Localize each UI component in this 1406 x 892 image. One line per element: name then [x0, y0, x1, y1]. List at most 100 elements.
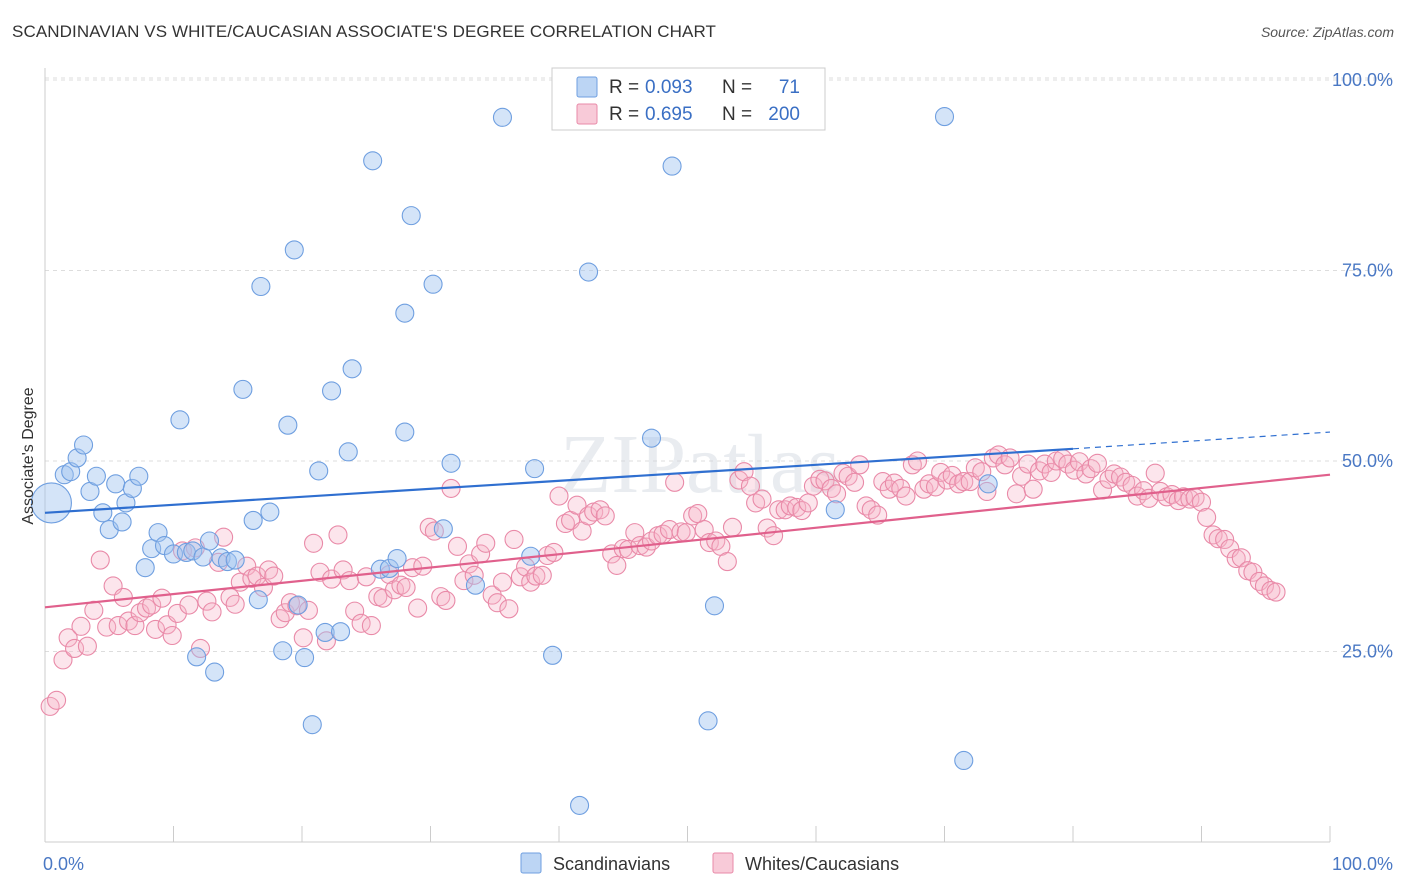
- scandinavian-point-49: [387, 548, 407, 569]
- white-point-74: [464, 565, 484, 585]
- scandinavian-point-6: [86, 466, 106, 486]
- bottom-legend: Scandinavians Whites/Caucasians: [520, 852, 899, 874]
- scandinavian-point-4: [74, 435, 94, 455]
- white-point-152: [914, 479, 934, 499]
- scandinavian-point-23: [193, 547, 213, 567]
- white-point-16: [136, 598, 157, 618]
- scandinavian-point-54: [433, 519, 453, 539]
- scandinavian-point-70: [978, 474, 998, 494]
- scandinavian-point-0: [30, 482, 72, 524]
- white-point-154: [925, 477, 946, 497]
- white-point-5: [71, 616, 91, 636]
- scandinavian-point-66: [698, 711, 718, 731]
- scandinavian-point-28: [225, 550, 245, 570]
- scandinavian-point-61: [570, 795, 590, 815]
- scandinavian-point-43: [330, 622, 351, 642]
- white-point-53: [345, 601, 365, 621]
- white-point-163: [977, 481, 997, 502]
- y-tick-label-2: 75.0%: [1342, 261, 1393, 281]
- legend-n-label-2: N =: [722, 104, 752, 125]
- scandinavian-point-62: [579, 262, 599, 282]
- legend-swatch-scandinavians: [576, 76, 598, 98]
- white-point-169: [1012, 466, 1032, 486]
- white-point-18: [145, 619, 166, 639]
- axes: [44, 68, 1331, 843]
- scandinavian-point-39: [302, 715, 322, 735]
- white-point-99: [607, 555, 627, 575]
- white-point-200: [1191, 492, 1212, 512]
- white-point-112: [683, 506, 703, 526]
- white-point-56: [361, 616, 381, 636]
- scandinavian-point-13: [129, 466, 149, 486]
- white-point-24: [179, 595, 199, 615]
- white-point-79: [492, 572, 513, 592]
- chart-title: SCANDINAVIAN VS WHITE/CAUCASIAN ASSOCIAT…: [12, 22, 717, 41]
- white-point-150: [902, 455, 922, 475]
- trend-lines: [44, 431, 1331, 609]
- white-point-66: [419, 517, 439, 537]
- scandinavian-point-42: [322, 381, 342, 401]
- white-point-44: [293, 628, 313, 648]
- white-point-30: [214, 527, 234, 547]
- source-label: Source: ZipAtlas.com: [1260, 24, 1394, 40]
- scandinavian-point-37: [288, 595, 308, 615]
- white-point-140: [844, 472, 865, 492]
- white-point-27: [197, 591, 217, 611]
- scandinavian-point-55: [441, 453, 461, 473]
- white-point-201: [1197, 507, 1217, 527]
- white-point-213: [1266, 582, 1286, 602]
- white-point-143: [861, 500, 881, 520]
- scandinavian-point-35: [278, 415, 298, 435]
- legend-r-label-2: R =: [609, 104, 639, 125]
- scandinavian-point-27: [217, 552, 238, 572]
- white-point-81: [504, 529, 524, 550]
- white-point-71: [447, 536, 468, 556]
- scandinavian-point-19: [170, 410, 190, 430]
- scandinavian-point-31: [248, 590, 268, 610]
- legend-n-value-2: 200: [768, 104, 800, 125]
- white-point-82: [510, 567, 531, 587]
- white-point-162: [972, 462, 992, 482]
- scandinavian-point-41: [315, 622, 335, 643]
- white-point-121: [734, 462, 754, 482]
- y-axis-title: Associate's Degree: [20, 387, 37, 524]
- scandinavian-point-46: [363, 151, 383, 171]
- scandinavian-point-52: [401, 206, 421, 226]
- white-point-88: [544, 542, 564, 562]
- white-point-144: [868, 505, 888, 525]
- scandinavian-point-45: [342, 359, 362, 379]
- white-point-11: [108, 616, 128, 636]
- white-point-45: [298, 600, 318, 620]
- scandinavian-point-7: [93, 503, 113, 523]
- white-point-64: [408, 598, 428, 618]
- scandinavian-point-59: [525, 459, 545, 479]
- scandinavian-point-44: [338, 442, 358, 462]
- white-point-113: [688, 504, 708, 524]
- scandinavian-point-53: [423, 274, 443, 294]
- white-point-46: [304, 533, 324, 553]
- scandinavian-trend-line: [44, 447, 1074, 514]
- scandinavian-point-40: [309, 461, 329, 481]
- white-point-155: [931, 462, 951, 482]
- white-point-43: [287, 596, 307, 616]
- white-point-50: [328, 525, 348, 545]
- scandinavian-point-21: [183, 541, 203, 561]
- y-tick-label-0: 25.0%: [1342, 642, 1393, 662]
- bottom-legend-swatch-whites: [712, 852, 734, 874]
- white-point-181: [1081, 459, 1101, 479]
- scandinavian-point-65: [704, 596, 725, 616]
- scandinavian-point-57: [492, 107, 513, 127]
- legend-swatch-whites: [576, 103, 598, 125]
- white-point-62: [396, 577, 416, 598]
- white-point-8: [90, 550, 110, 570]
- white-point-19: [152, 588, 172, 608]
- white-point-32: [225, 594, 245, 614]
- scandinavian-point-14: [135, 558, 155, 578]
- scandinavian-points: [30, 107, 998, 815]
- scandinavian-point-34: [273, 641, 293, 661]
- legend-r-value-1: 0.093: [645, 77, 693, 98]
- white-point-171: [1023, 479, 1043, 499]
- white-point-2: [53, 650, 73, 670]
- white-point-192: [1145, 463, 1165, 483]
